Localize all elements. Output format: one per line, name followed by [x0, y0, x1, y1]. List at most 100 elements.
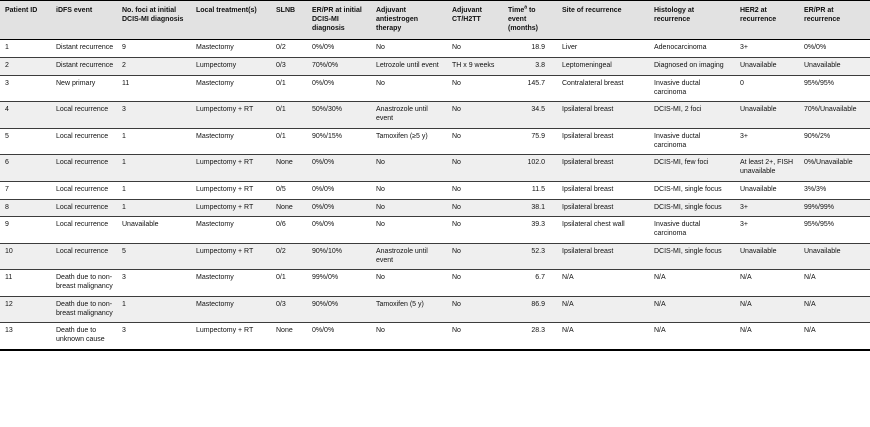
cell-time-to-event: 3.8: [504, 57, 558, 76]
cell-site-of-recurrence: Ipsilateral breast: [558, 243, 650, 271]
cell-slnb: 0/​1: [272, 75, 308, 103]
cell-idfs-event: Local recurrence: [52, 216, 118, 244]
cell-patient-id: 1: [0, 39, 52, 58]
cell-er-pr-at-recurrence: Unavailable: [800, 57, 870, 76]
cell-no-foci: 11: [118, 75, 192, 103]
cell-time-to-event: 102.0: [504, 154, 558, 182]
cell-her2-at-recurrence: Unavailable: [736, 57, 800, 76]
cell-histology-at-recurrence: DCIS-MI, 2 foci: [650, 101, 736, 129]
cell-patient-id: 13: [0, 322, 52, 350]
table-row: 7 Local recurrence 1 Lumpectomy + RT 0/​5 0%/…: [0, 181, 870, 200]
cell-local-treatment: Lumpectomy: [192, 57, 272, 76]
cell-site-of-recurrence: N/​A: [558, 322, 650, 350]
cell-adjuvant-antiestrogen: Anastrozole until event: [372, 243, 448, 271]
column-header-no-foci: No. foci at initial DCIS-MI diagnosis: [118, 0, 192, 41]
cell-local-treatment: Mastectomy: [192, 39, 272, 58]
cell-er-pr-at-recurrence: 90%/​2%: [800, 128, 870, 156]
cell-er-pr-at-recurrence: 95%/​95%: [800, 75, 870, 103]
cell-histology-at-recurrence: DCIS-MI, few foci: [650, 154, 736, 182]
table-body: 1 Distant recurrence 9 Mastectomy 0/​2 0%/​0%…: [0, 39, 870, 350]
cell-her2-at-recurrence: Unavailable: [736, 101, 800, 129]
cell-her2-at-recurrence: N/​A: [736, 269, 800, 297]
cell-site-of-recurrence: Liver: [558, 39, 650, 58]
cell-adjuvant-ct-h2tt: TH x 9 weeks: [448, 57, 504, 76]
cell-patient-id: 9: [0, 216, 52, 244]
cell-patient-id: 12: [0, 296, 52, 324]
cell-slnb: 0/​5: [272, 181, 308, 200]
cell-site-of-recurrence: Contralateral breast: [558, 75, 650, 103]
cell-time-to-event: 39.3: [504, 216, 558, 244]
cell-idfs-event: Death due to non-breast malignancy: [52, 269, 118, 297]
time-header-rest: to event (months): [508, 7, 538, 32]
column-header-histology: Histology at recurrence: [650, 0, 736, 41]
cell-er-pr-at-recurrence: N/​A: [800, 322, 870, 350]
cell-idfs-event: Distant recurrence: [52, 39, 118, 58]
column-header-local-treatment: Local treatment(s): [192, 0, 272, 41]
table-row: 5 Local recurrence 1 Mastectomy 0/​1 90%/​15%…: [0, 128, 870, 156]
table-header: Patient ID iDFS event No. foci at initia…: [0, 0, 870, 41]
cell-slnb: 0/​3: [272, 296, 308, 324]
cell-no-foci: 5: [118, 243, 192, 271]
cell-no-foci: 3: [118, 101, 192, 129]
cell-histology-at-recurrence: N/​A: [650, 296, 736, 324]
table-row: 13 Death due to unknown cause 3 Lumpectomy …: [0, 322, 870, 350]
column-header-site-of-recurrence: Site of recurrence: [558, 0, 650, 41]
cell-er-pr-initial: 99%/​0%: [308, 269, 372, 297]
cell-site-of-recurrence: Ipsilateral breast: [558, 181, 650, 200]
cell-er-pr-initial: 90%/​0%: [308, 296, 372, 324]
cell-histology-at-recurrence: DCIS-MI, single focus: [650, 243, 736, 271]
cell-histology-at-recurrence: Invasive ductal carcinoma: [650, 75, 736, 103]
table-row: 9 Local recurrence Unavailable Mastectomy 0/…: [0, 216, 870, 244]
column-header-er-pr-recurrence: ER/PR at recurrence: [800, 0, 870, 41]
cell-adjuvant-antiestrogen: No: [372, 154, 448, 182]
column-header-patient-id: Patient ID: [0, 0, 52, 41]
cell-slnb: 0/​1: [272, 101, 308, 129]
cell-patient-id: 3: [0, 75, 52, 103]
cell-time-to-event: 38.1: [504, 199, 558, 218]
cell-slnb: 0/​2: [272, 39, 308, 58]
cell-adjuvant-antiestrogen: Tamoxifen (5 y): [372, 296, 448, 324]
cell-site-of-recurrence: N/​A: [558, 269, 650, 297]
cell-time-to-event: 28.3: [504, 322, 558, 350]
cell-time-to-event: 18.9: [504, 39, 558, 58]
cell-patient-id: 6: [0, 154, 52, 182]
cell-histology-at-recurrence: Invasive ductal carcinoma: [650, 216, 736, 244]
cell-idfs-event: Local recurrence: [52, 199, 118, 218]
column-header-adjuvant-antiestrogen: Adjuvant antiestrogen therapy: [372, 0, 448, 41]
cell-time-to-event: 34.5: [504, 101, 558, 129]
cell-er-pr-initial: 70%/​0%: [308, 57, 372, 76]
cell-er-pr-at-recurrence: 0%/​0%: [800, 39, 870, 58]
table-row: 8 Local recurrence 1 Lumpectomy + RT None 0%/…: [0, 199, 870, 218]
cell-patient-id: 2: [0, 57, 52, 76]
cell-local-treatment: Lumpectomy + RT: [192, 181, 272, 200]
cell-idfs-event: Local recurrence: [52, 101, 118, 129]
table-row: 10 Local recurrence 5 Lumpectomy + RT 0/​2 90…: [0, 243, 870, 271]
cell-er-pr-initial: 50%/​30%: [308, 101, 372, 129]
cell-adjuvant-ct-h2tt: No: [448, 322, 504, 350]
cell-local-treatment: Lumpectomy + RT: [192, 199, 272, 218]
cell-her2-at-recurrence: 3+: [736, 216, 800, 244]
cell-site-of-recurrence: Leptomeningeal: [558, 57, 650, 76]
footnote-marker-a: a: [524, 4, 527, 11]
cell-her2-at-recurrence: 3+: [736, 128, 800, 156]
cell-er-pr-at-recurrence: N/​A: [800, 269, 870, 297]
cell-adjuvant-ct-h2tt: No: [448, 216, 504, 244]
cell-histology-at-recurrence: Invasive ductal carcinoma: [650, 128, 736, 156]
column-header-time-to-event: Timea to event (months): [504, 0, 558, 41]
cell-idfs-event: Distant recurrence: [52, 57, 118, 76]
cell-time-to-event: 6.7: [504, 269, 558, 297]
cell-patient-id: 5: [0, 128, 52, 156]
cell-adjuvant-ct-h2tt: No: [448, 101, 504, 129]
cell-no-foci: 1: [118, 296, 192, 324]
cell-site-of-recurrence: Ipsilateral chest wall: [558, 216, 650, 244]
cell-er-pr-initial: 90%/​15%: [308, 128, 372, 156]
cell-local-treatment: Lumpectomy + RT: [192, 243, 272, 271]
cell-local-treatment: Mastectomy: [192, 216, 272, 244]
cell-er-pr-at-recurrence: 95%/​95%: [800, 216, 870, 244]
cell-no-foci: 1: [118, 154, 192, 182]
cell-her2-at-recurrence: 0: [736, 75, 800, 103]
cell-er-pr-at-recurrence: 3%/​3%: [800, 181, 870, 200]
cell-adjuvant-antiestrogen: No: [372, 269, 448, 297]
cell-adjuvant-antiestrogen: Tamoxifen (≥5 y): [372, 128, 448, 156]
cell-adjuvant-ct-h2tt: No: [448, 243, 504, 271]
